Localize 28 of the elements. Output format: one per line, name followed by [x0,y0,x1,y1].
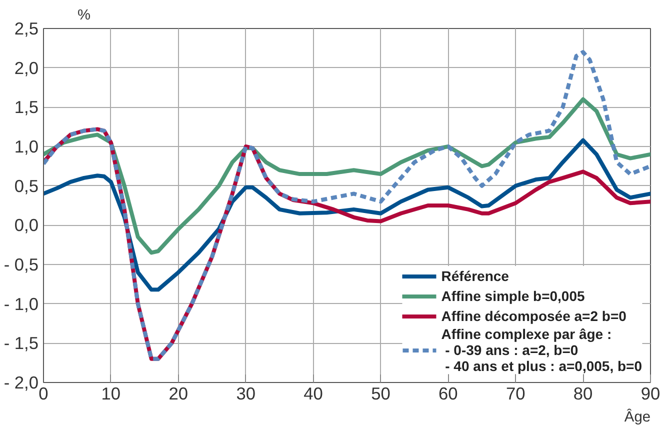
line-series [44,138,650,292]
y-tick-label: - 1,0 [4,294,39,314]
legend-label: Référence [441,268,509,284]
y-axis-title: % [78,8,91,24]
x-tick-label: 50 [371,384,390,404]
y-tick-label: - 1,5 [4,333,39,354]
x-tick-label: 70 [506,384,526,404]
legend-label: Affine décomposée a=2 b=0 [441,308,626,324]
x-tick-label: 80 [573,384,593,404]
x-tick-label: 40 [304,384,323,404]
y-tick-label: 0,0 [14,215,39,236]
legend-label: Affine simple b=0,005 [441,288,585,304]
line-series [44,50,650,361]
x-tick-label: 90 [640,384,660,404]
legend-label: Affine complexe par âge : - 0-39 ans : a=2, b=0 - 40 ans et plus : a=0,005, b=0 [441,326,642,374]
y-tick-label: 1,0 [14,136,39,156]
y-tick-label: 2,0 [14,58,39,78]
y-tick-label: - 2,0 [4,372,39,392]
x-tick-label: 0 [38,384,48,404]
y-tick-label: 0,5 [14,176,39,196]
x-tick-label: 30 [236,384,256,404]
y-tick-label: 2,5 [14,18,39,38]
y-tick-label: 1,5 [14,97,39,118]
x-tick-label: 10 [101,384,121,404]
y-tick-label: - 0,5 [4,254,39,274]
x-tick-label: 20 [168,384,188,404]
x-axis-title: Âge [624,408,650,426]
x-tick-label: 60 [438,384,458,404]
